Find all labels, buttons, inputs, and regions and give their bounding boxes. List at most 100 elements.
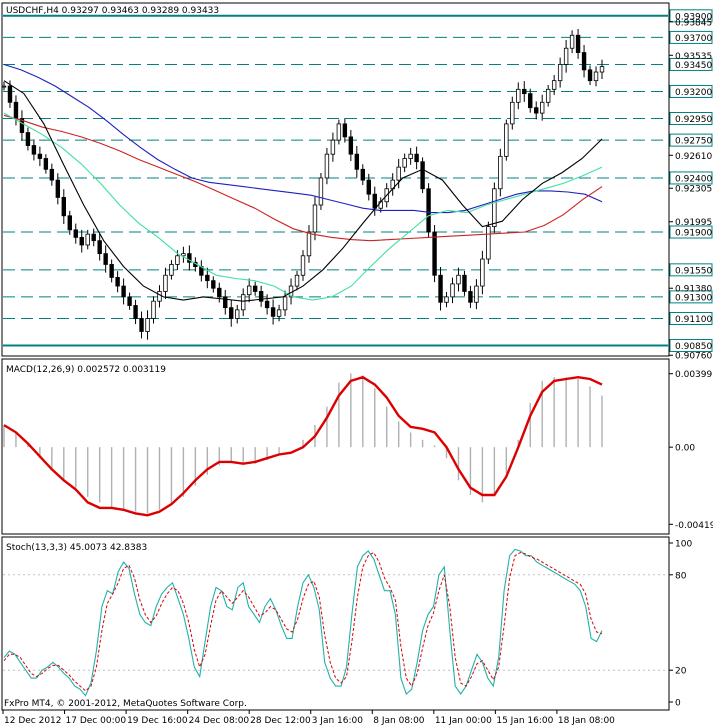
level-label: 0.90850: [675, 342, 712, 352]
candle-body: [480, 258, 485, 287]
level-label: 0.91100: [675, 315, 712, 325]
candle-body: [318, 177, 324, 206]
level-label-box: [669, 263, 713, 277]
ma-green-line: [3, 112, 603, 301]
candle-body: [456, 274, 461, 285]
candle-body: [1, 85, 7, 88]
candle-body: [408, 153, 413, 159]
candle-body: [13, 101, 19, 119]
candle-body: [49, 168, 55, 181]
candle-body: [103, 253, 108, 265]
macd-tick-label: -0.00419: [675, 521, 713, 531]
price-tick-label: 0.91995: [675, 218, 712, 228]
candle-body: [534, 107, 539, 114]
candle-body: [223, 296, 228, 309]
candle-body: [175, 255, 180, 265]
time-tick-label: 3 Jan 16:00: [312, 716, 364, 726]
level-label-box: [669, 339, 713, 353]
stoch-tick-label: 0: [675, 699, 681, 709]
candle-body: [402, 158, 407, 168]
level-label-box: [669, 112, 713, 126]
candle-body: [7, 85, 13, 103]
candle-body: [205, 274, 210, 282]
candle-body: [444, 296, 449, 303]
candle-body: [264, 300, 270, 309]
candle-body: [91, 233, 96, 242]
level-label-box: [669, 311, 713, 325]
candle-body: [342, 123, 348, 138]
candle-body: [109, 264, 114, 278]
candle-body: [396, 166, 401, 181]
level-label: 0.93200: [675, 88, 712, 98]
candle-body: [217, 287, 222, 298]
candle-body: [522, 88, 527, 95]
price-tick-label: 0.92610: [675, 152, 712, 162]
macd-tick-label: 0.00399: [675, 370, 712, 380]
time-tick-label: 11 Jan 00:00: [435, 716, 492, 726]
macd-tick-label: 0.00: [675, 444, 695, 454]
price-tick-label: 0.93845: [675, 18, 712, 28]
candle-body: [145, 318, 150, 332]
candle-body: [169, 264, 174, 276]
main-panel: [1, 2, 670, 357]
candle-body: [246, 285, 252, 296]
stoch-tick-label: 100: [675, 540, 692, 550]
level-label: 0.91300: [675, 293, 712, 303]
candle-body: [133, 305, 138, 319]
candle-body: [115, 277, 120, 287]
candle-body: [67, 215, 72, 231]
candle-body: [360, 168, 365, 181]
candle-body: [127, 296, 132, 306]
level-label-box: [669, 30, 713, 44]
level-label-box: [669, 225, 713, 239]
level-label-box: [669, 171, 713, 185]
candle-body: [282, 296, 288, 311]
candle-body: [37, 153, 43, 159]
candle-body: [163, 274, 168, 292]
time-tick-label: 24 Dec 08:00: [189, 716, 250, 726]
price-axis: 0.93845 0.93535 0.92610 0.92305 0.91995 0.913…: [669, 18, 712, 362]
candle-body: [151, 300, 156, 319]
ma-red-line: [3, 114, 603, 242]
time-tick-label: 12 Dec 2012: [4, 716, 62, 726]
candle-body: [569, 34, 575, 49]
candle-body: [348, 136, 354, 155]
candle-body: [540, 101, 545, 114]
candle-body: [354, 153, 360, 170]
candle-body: [593, 71, 599, 82]
candle-body: [43, 158, 49, 170]
candle-body: [581, 52, 587, 71]
moving-averages: [3, 63, 603, 302]
candle-body: [19, 118, 25, 133]
candle-body: [438, 274, 443, 303]
candle-body: [498, 155, 503, 190]
level-label: 0.92750: [675, 137, 712, 147]
candle-body: [157, 291, 162, 302]
time-tick-label: 15 Jan 16:00: [496, 716, 553, 726]
macd-signal-line: [3, 375, 603, 517]
time-tick-label: 19 Dec 16:00: [127, 716, 188, 726]
level-label: 0.92950: [675, 115, 712, 125]
level-label-box: [669, 9, 713, 23]
candle-body: [450, 283, 455, 298]
macd-title: MACD(12,26,9) 0.002572 0.003119: [6, 365, 166, 375]
stochastic-panel: [1, 536, 670, 711]
candle-body: [557, 64, 563, 82]
level-label: 0.93700: [675, 34, 712, 44]
candle-body: [187, 253, 192, 263]
candle-body: [414, 153, 419, 163]
level-label: 0.91550: [675, 266, 712, 276]
candle-body: [551, 80, 557, 90]
price-tick-label: 0.93535: [675, 52, 712, 62]
candle-body: [366, 179, 371, 195]
candle-body: [516, 88, 521, 103]
time-tick-label: 28 Dec 12:00: [250, 716, 311, 726]
candle-body: [462, 274, 467, 292]
candle-body: [486, 226, 491, 260]
price-tick-label: 0.90760: [675, 352, 712, 362]
time-tick-label: 18 Jan 08:00: [558, 716, 615, 726]
price-tick-label: 0.91380: [675, 285, 712, 295]
candle-body: [235, 309, 240, 319]
candle-body: [324, 153, 330, 179]
